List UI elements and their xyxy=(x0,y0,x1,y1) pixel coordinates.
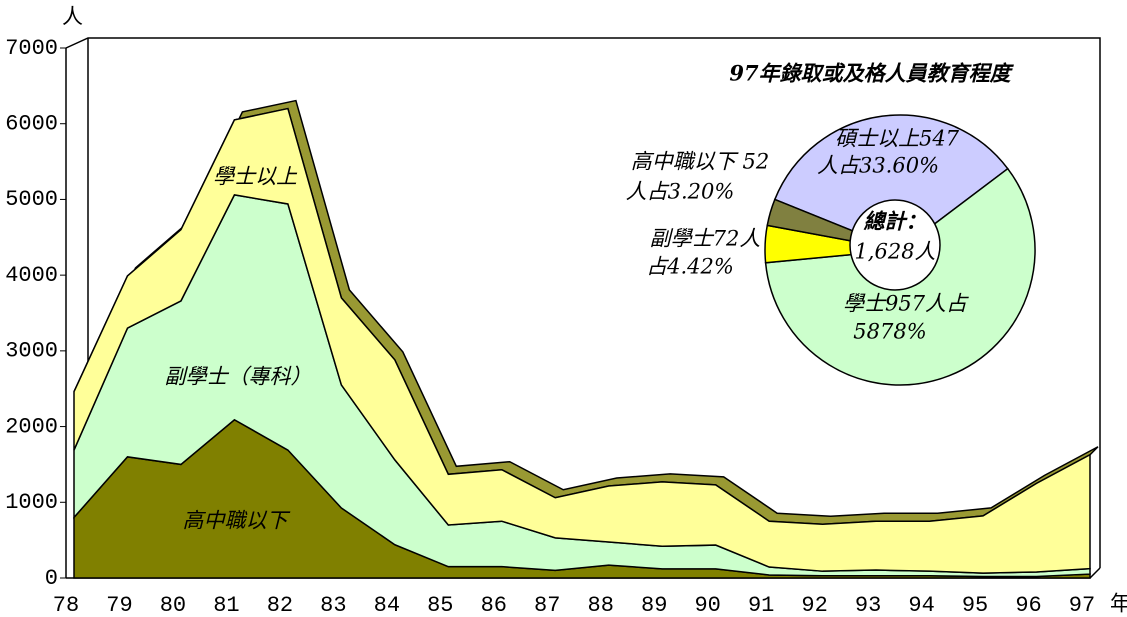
x-axis-label: 年 xyxy=(1110,592,1127,616)
area xyxy=(73,107,1091,574)
y-tick-label: 6000 xyxy=(5,112,58,137)
x-tick-label: 97 xyxy=(1069,593,1095,617)
x-tick-label: 87 xyxy=(534,593,560,617)
y-tick-label: 3000 xyxy=(5,339,58,364)
pie-label: 人占33.60% xyxy=(817,154,939,178)
x-tick-label: 95 xyxy=(962,593,988,617)
pie-label: 學士957人占 xyxy=(843,292,969,316)
x-tick-label: 78 xyxy=(53,593,79,617)
x-tick-label: 96 xyxy=(1015,593,1041,617)
x-tick-label: 92 xyxy=(801,593,827,617)
pie-label: 高中職以下 52 xyxy=(631,150,769,174)
pie-slice xyxy=(773,114,1009,251)
series-label: 高中職以下 xyxy=(183,509,291,533)
series-label: 學士以上 xyxy=(213,165,298,189)
pie-label: 碩士以上547 xyxy=(835,127,960,151)
x-tick-label: 80 xyxy=(160,593,186,617)
center-label: 總計： xyxy=(864,209,927,234)
x-tick-label: 93 xyxy=(855,593,881,617)
center-label: 1,628人 xyxy=(854,240,935,264)
x-tick-label: 94 xyxy=(908,593,934,617)
y-tick-label: 5000 xyxy=(5,187,58,212)
x-tick-label: 89 xyxy=(641,593,667,617)
back-wall xyxy=(65,37,1101,568)
series-label: 副學士（專科） xyxy=(165,365,312,389)
y-tick-label: 7000 xyxy=(5,36,58,61)
x-tick-label: 86 xyxy=(481,593,507,617)
pie-label: 副學士72人 xyxy=(650,227,761,251)
pie-label: 人占3.20% xyxy=(626,180,735,204)
y-tick-label: 1000 xyxy=(5,490,58,515)
y-tick-label: 4000 xyxy=(5,263,58,288)
y-tick-label: 2000 xyxy=(5,414,58,439)
pie-title: 97年錄取或及格人員教育程度 xyxy=(729,61,1014,86)
x-tick-label: 82 xyxy=(267,593,293,617)
x-tick-label: 83 xyxy=(320,593,346,617)
x-tick-label: 88 xyxy=(588,593,614,617)
donut-hole xyxy=(849,199,941,291)
x-tick-label: 81 xyxy=(213,593,239,617)
x-tick-label: 90 xyxy=(694,593,720,617)
pie-label: 5878% xyxy=(853,320,926,344)
y-tick-label: 0 xyxy=(45,566,58,591)
x-tick-label: 91 xyxy=(748,593,774,617)
x-tick-label: 84 xyxy=(374,593,400,617)
x-tick-label: 85 xyxy=(427,593,453,617)
y-axis-label: 人 xyxy=(62,5,83,29)
x-tick-label: 79 xyxy=(106,593,132,617)
pie-label: 占4.42% xyxy=(646,255,734,279)
